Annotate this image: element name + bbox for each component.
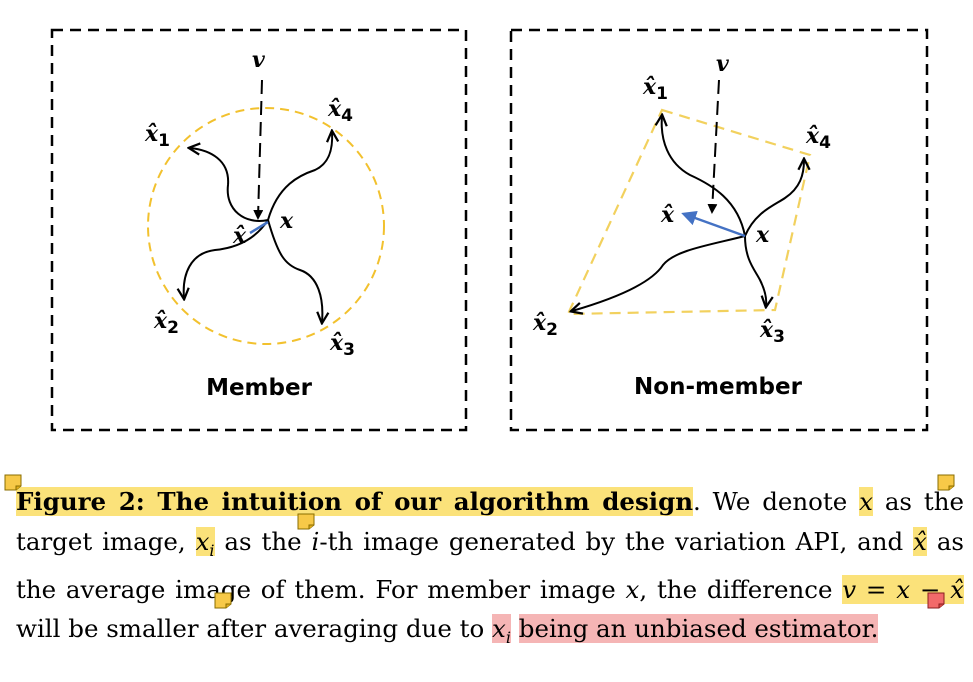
member-circle — [147, 107, 385, 345]
annotation-note-icon[interactable] — [297, 513, 315, 530]
figure-caption: Figure 2: The intuition of our algorithm… — [16, 482, 964, 658]
caption-math-x2: x — [625, 574, 640, 604]
caption-math-xhat: x̂ — [913, 526, 927, 556]
annotation-note-icon-red[interactable] — [927, 592, 945, 609]
nonmember-blue-arrow — [681, 211, 746, 238]
nonmember-label-xhat: x̂ — [660, 202, 675, 228]
member-label-xhat: x̂ — [232, 223, 247, 249]
member-curve-x4 — [267, 132, 332, 221]
member-label-x3: x̂3 — [329, 330, 355, 360]
nonmember-curve-x3 — [744, 235, 766, 306]
member-title: Member — [206, 375, 313, 401]
nonmember-label-x2: x̂2 — [532, 310, 558, 340]
member-curve-x2 — [184, 219, 269, 298]
nonmember-curve-x2 — [572, 235, 746, 311]
caption-text-7: will be smaller after averaging due to — [16, 614, 493, 644]
nonmember-label-x: x — [755, 222, 770, 248]
caption-math-xi: xi — [195, 526, 215, 560]
caption-text-1: . We denote — [693, 487, 860, 516]
member-curve-x1 — [190, 148, 269, 222]
nonmember-panel: v x x̂ x̂1 x̂4 x̂2 x̂3 Non-member — [509, 28, 929, 432]
caption-text-2: as the target image, — [16, 487, 964, 556]
member-blue-arrow — [249, 220, 269, 235]
nonmember-label-x4: x̂4 — [805, 123, 831, 153]
caption-math-xi2: xi — [492, 614, 511, 648]
nonmember-label-x3: x̂3 — [759, 317, 785, 347]
nonmember-curve-x4 — [744, 160, 804, 237]
caption-text-4: -th image generated by the variation API… — [319, 526, 914, 556]
nonmember-label-v: v — [716, 51, 729, 77]
nonmember-curve-x1 — [662, 116, 746, 237]
caption-text-3: as the — [214, 526, 312, 556]
member-label-x2: x̂2 — [153, 308, 179, 338]
nonmember-frame — [509, 28, 929, 432]
caption-title: Figure 2: The intuition of our algorithm… — [16, 487, 694, 516]
annotation-note-icon[interactable] — [4, 474, 22, 491]
member-label-v: v — [252, 47, 265, 73]
caption-text-8: being an unbiased estimator. — [518, 614, 879, 644]
caption-math-x: x — [859, 487, 873, 516]
member-curve-x3 — [267, 219, 322, 322]
caption-text-6: , the difference — [639, 574, 843, 604]
nonmember-label-x1: x̂1 — [642, 74, 668, 104]
nonmember-v-line — [707, 79, 720, 214]
member-frame — [50, 28, 468, 432]
caption-math-eq: v = x − x̂ — [842, 574, 964, 604]
caption-text-5: as the average image of them. For member… — [16, 526, 964, 604]
member-v-line — [253, 79, 264, 220]
member-label-x1: x̂1 — [144, 121, 170, 151]
member-label-x4: x̂4 — [327, 96, 353, 126]
figure-2: v x x̂ x̂1 x̂4 x̂2 x̂3 Member v x x̂ x̂1… — [50, 28, 929, 432]
annotation-note-icon[interactable] — [214, 592, 232, 609]
nonmember-polygon — [566, 108, 812, 316]
annotation-note-icon[interactable] — [937, 474, 955, 491]
member-label-x: x — [279, 208, 294, 234]
nonmember-title: Non-member — [634, 374, 803, 400]
caption-math-ith: i — [311, 526, 320, 556]
member-panel: v x x̂ x̂1 x̂4 x̂2 x̂3 Member — [50, 28, 468, 432]
